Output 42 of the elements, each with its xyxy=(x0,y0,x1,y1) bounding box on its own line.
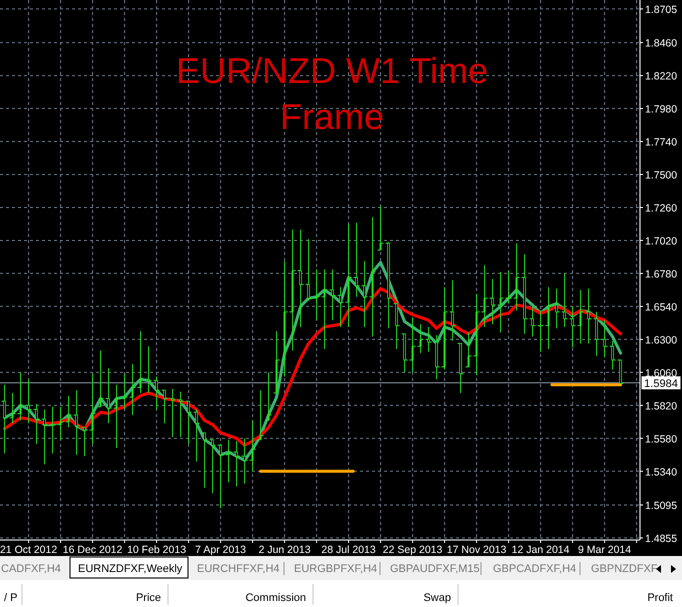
x-tick-label: 28 Jul 2013 xyxy=(321,544,376,556)
y-tick-label: 1.5095 xyxy=(645,500,678,512)
text: GBPNZDFXF xyxy=(591,563,658,575)
ref-line-label: 1.5984 xyxy=(644,378,678,390)
text: EURNZDFXF,Weekly xyxy=(78,563,183,575)
text: EURCHFFXF,H4 xyxy=(197,563,280,575)
x-tick-label: 9 Mar 2014 xyxy=(578,544,632,556)
y-tick-label: 1.5580 xyxy=(645,433,678,446)
x-tick-label: 12 Jan 2014 xyxy=(512,544,570,556)
y-tick-label: 1.4855 xyxy=(645,532,678,545)
y-tick-label: 1.7260 xyxy=(645,202,678,214)
text: CADFXF,H4 xyxy=(1,563,61,575)
x-tick-label: 17 Nov 2013 xyxy=(446,544,507,556)
y-tick-label: 1.6300 xyxy=(645,334,678,346)
y-tick-label: 1.8220 xyxy=(645,70,678,83)
text: EUR/NZD W1 Time Frame xyxy=(176,50,488,137)
y-tick-label: 1.6780 xyxy=(645,268,678,280)
text: GBPAUDFXF,M15 xyxy=(390,563,480,575)
y-tick-label: 1.7020 xyxy=(645,235,678,248)
text: Price xyxy=(136,592,161,604)
y-tick-label: 1.6540 xyxy=(645,301,678,314)
text: Profit xyxy=(647,592,673,604)
y-tick-label: 1.7980 xyxy=(645,104,678,116)
text: / P xyxy=(4,592,18,604)
x-tick-label: 10 Feb 2013 xyxy=(127,544,186,556)
y-tick-label: 1.8460 xyxy=(645,38,678,50)
y-tick-label: 1.7740 xyxy=(645,136,678,149)
y-tick-label: 1.8705 xyxy=(645,4,678,16)
text: Swap xyxy=(423,592,451,604)
y-tick-label: 1.6060 xyxy=(645,367,678,380)
text: EURGBPFXF,H4 xyxy=(294,563,378,575)
x-tick-label: 22 Sep 2013 xyxy=(382,544,443,556)
text: Commission xyxy=(245,592,306,604)
x-tick-label: 16 Dec 2012 xyxy=(62,544,123,556)
text: GBPCADFXF,H4 xyxy=(493,563,576,575)
x-tick-label: 21 Oct 2012 xyxy=(0,544,58,556)
y-tick-label: 1.5820 xyxy=(645,400,678,412)
x-tick-label: 7 Apr 2013 xyxy=(195,544,246,556)
y-tick-label: 1.7500 xyxy=(645,170,678,182)
line-series xyxy=(3,287,622,447)
x-tick-label: 2 Jun 2013 xyxy=(258,544,311,556)
y-tick-label: 1.5340 xyxy=(645,466,678,478)
